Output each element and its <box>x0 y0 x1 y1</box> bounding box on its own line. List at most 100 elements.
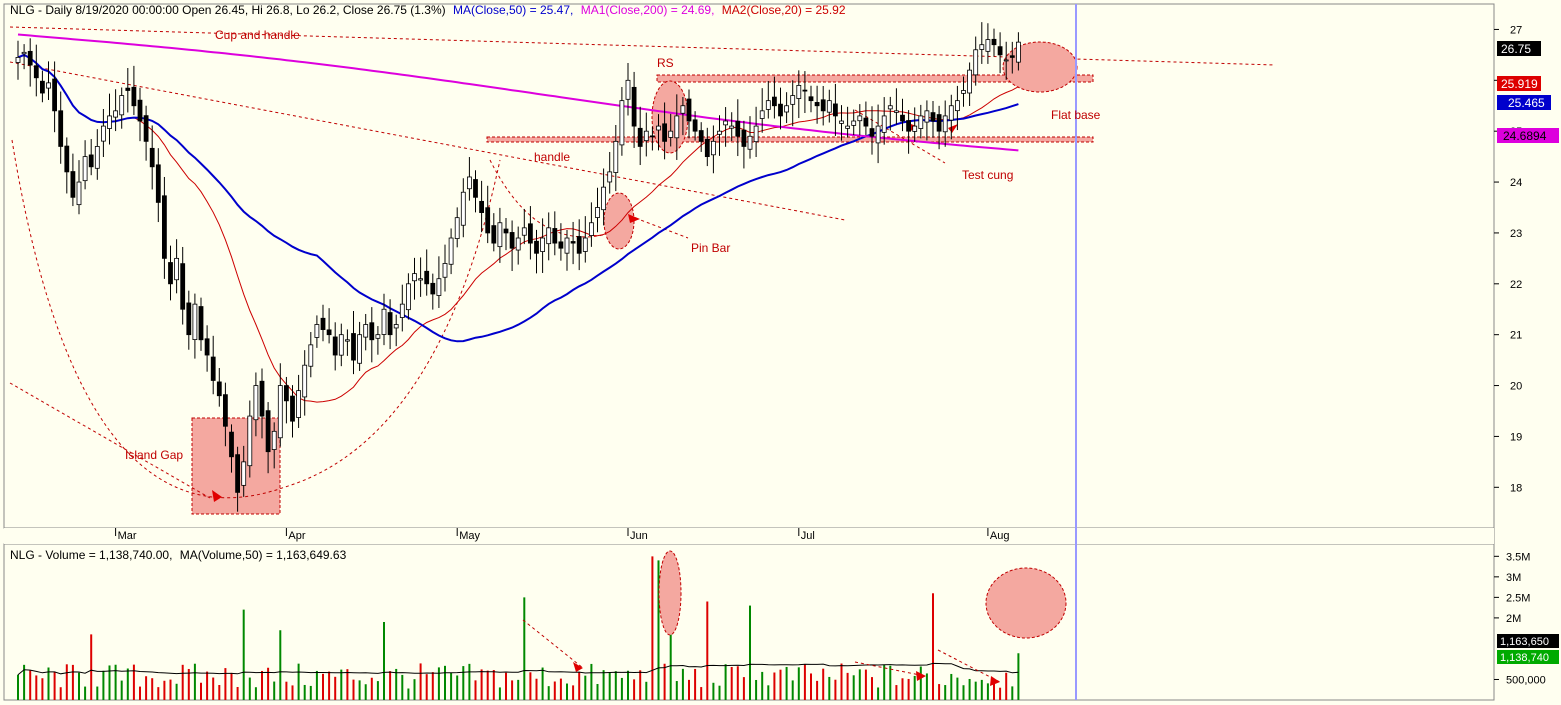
support-band <box>486 136 1094 143</box>
candle-body <box>528 223 533 244</box>
candle <box>692 111 698 141</box>
candle <box>961 76 966 107</box>
candle-body <box>857 115 863 122</box>
candle-body <box>405 283 411 311</box>
ma200-badge: 24.6894 <box>1503 129 1547 143</box>
cup-curve <box>11 139 501 499</box>
candle <box>546 212 552 261</box>
candle <box>1003 41 1009 80</box>
candle <box>491 213 497 252</box>
candle-body <box>192 303 198 340</box>
candle <box>448 228 454 275</box>
candle <box>924 100 930 141</box>
candle-body <box>460 191 466 226</box>
candle-body <box>515 237 521 251</box>
candle-body <box>680 105 686 114</box>
candle <box>357 321 363 371</box>
candle <box>161 176 167 279</box>
candle-body <box>534 240 539 254</box>
month-tick-label: May <box>459 530 480 542</box>
candle-body <box>808 96 814 102</box>
vol-spike-ellipse-1 <box>658 550 682 636</box>
candle-body <box>387 312 393 336</box>
candle <box>21 44 27 70</box>
candle-body <box>875 125 881 144</box>
candle-body <box>656 125 661 131</box>
candle <box>723 107 728 147</box>
candle-body <box>723 120 728 126</box>
ma200-line <box>17 33 1019 152</box>
candle <box>820 85 826 126</box>
ma200-badge-bg <box>1497 128 1559 143</box>
candle <box>101 109 106 158</box>
candle-body <box>704 138 710 158</box>
candle-body <box>180 263 186 310</box>
volume-badges: 1,163,650 1,138,740 <box>1497 634 1559 664</box>
candle <box>277 363 283 447</box>
candle-body <box>204 338 210 356</box>
candle <box>58 91 64 164</box>
candle-body <box>161 195 167 259</box>
candle-body <box>589 222 594 236</box>
candle <box>515 226 521 265</box>
candle <box>540 218 545 273</box>
candle-body <box>314 324 320 338</box>
candle-body <box>961 90 966 94</box>
candle-body <box>430 282 436 295</box>
candle <box>625 63 631 116</box>
price-tick-label: 20 <box>1510 381 1522 393</box>
candle <box>881 97 887 145</box>
candle <box>137 87 143 142</box>
candle-body <box>137 99 143 122</box>
candle-body <box>247 415 253 467</box>
price-header-ma200: MA1(Close,200) = 24.69, <box>581 3 715 17</box>
vol-ma-badge: 1,163,650 <box>1500 636 1549 648</box>
candle-body <box>21 51 27 55</box>
candle-body <box>900 114 905 122</box>
candle-body <box>52 78 57 112</box>
candle-body <box>595 207 600 218</box>
candle <box>662 102 667 160</box>
candle <box>235 446 241 512</box>
candle-body <box>113 110 118 118</box>
candle-body <box>711 140 716 156</box>
candle <box>338 323 344 367</box>
candle <box>314 315 320 348</box>
candle <box>107 93 112 145</box>
candle-body <box>332 336 338 356</box>
candle-body <box>265 410 271 453</box>
candle <box>845 106 850 138</box>
candle-body <box>27 50 33 66</box>
candle-body <box>631 86 637 127</box>
candle-body <box>540 237 545 252</box>
candle <box>863 101 869 136</box>
price-tick-label: 24 <box>1510 177 1522 189</box>
candle <box>912 107 918 142</box>
candle <box>180 246 186 325</box>
candle-body <box>759 110 765 119</box>
candle <box>948 94 954 140</box>
candle <box>155 148 161 223</box>
candles <box>15 22 1021 512</box>
candle-body <box>271 430 277 450</box>
candle <box>27 38 33 87</box>
candle <box>509 220 515 272</box>
candle-body <box>851 120 857 126</box>
candle-body <box>15 57 21 63</box>
vol-dryup-line-1 <box>522 619 584 669</box>
candle-body <box>155 164 161 203</box>
candle-body <box>887 105 893 110</box>
candle <box>119 87 125 129</box>
candle-body <box>521 227 527 236</box>
candle-body <box>607 171 613 183</box>
candle <box>601 168 606 226</box>
candle-body <box>741 129 747 147</box>
candle-body <box>643 130 649 142</box>
candle <box>70 153 76 207</box>
candle-body <box>70 171 76 198</box>
island-label: Island Gap <box>125 448 183 462</box>
candle <box>973 36 979 86</box>
candle <box>814 85 820 124</box>
candle <box>595 187 600 233</box>
